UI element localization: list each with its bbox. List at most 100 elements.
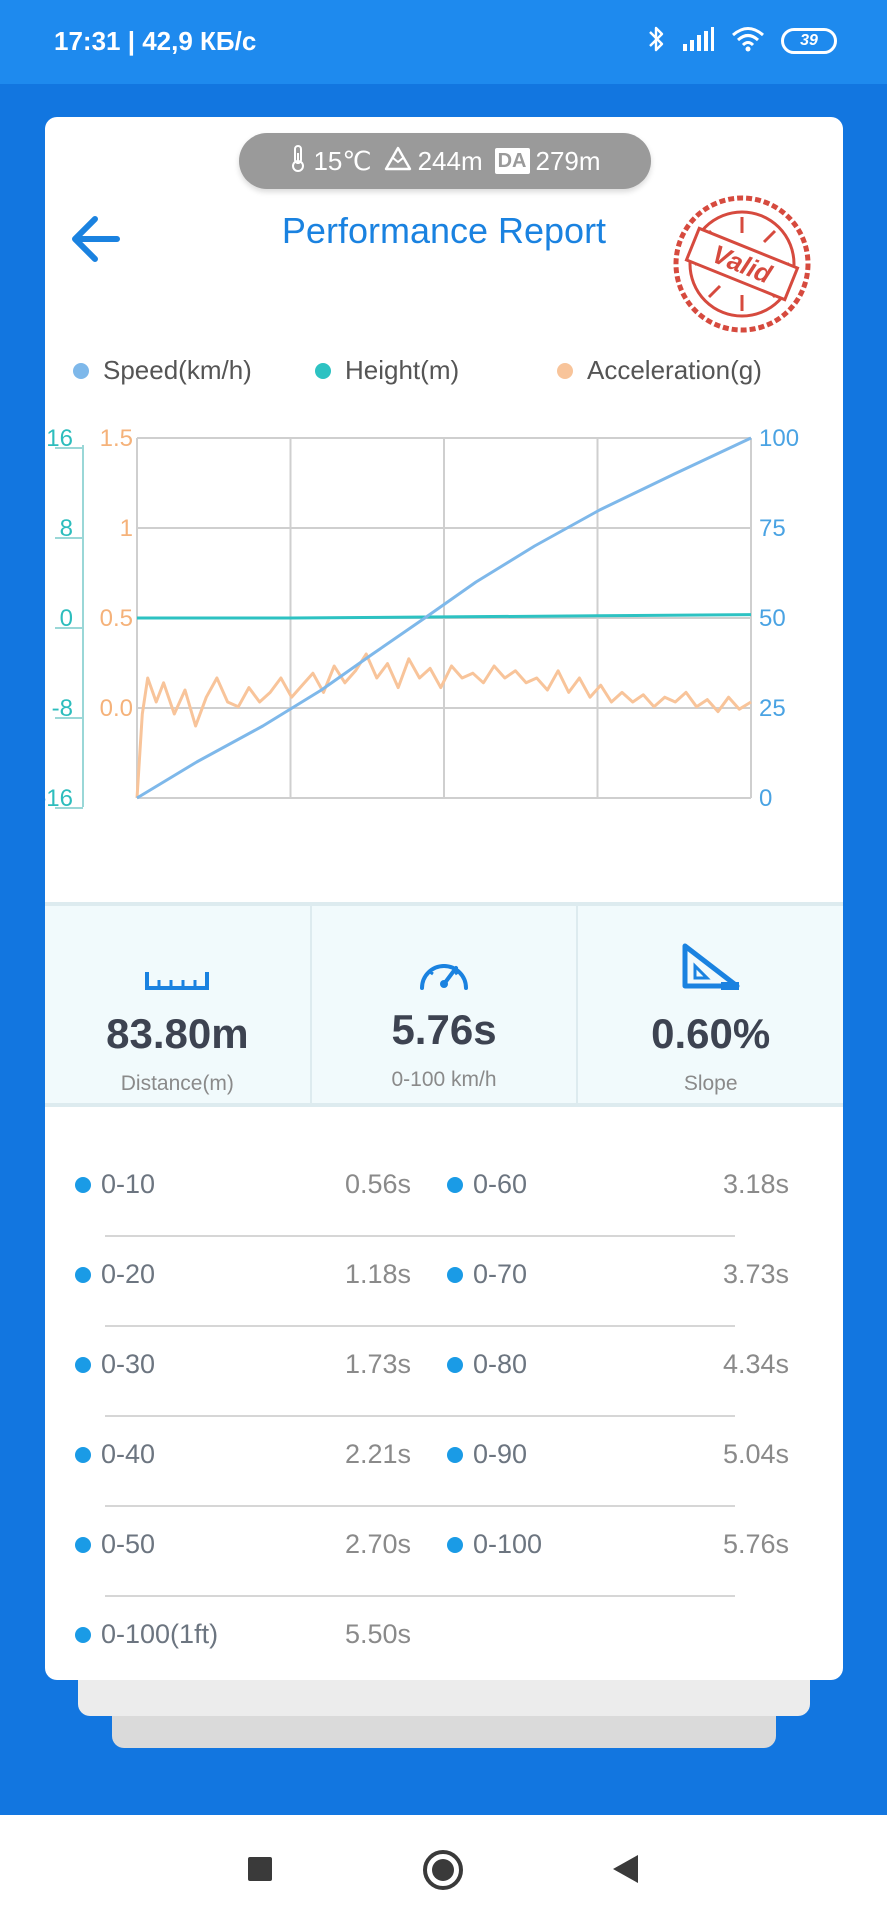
split-label: 0-70: [447, 1259, 527, 1290]
series-line-acceleration: [135, 652, 752, 799]
split-time: 5.50s: [345, 1619, 411, 1650]
performance-chart: 16 8 0 -8 -16 1.5 1 0.5 0.0 100 75 50 25 0: [45, 425, 799, 812]
split-time: 5.76s: [723, 1529, 789, 1560]
speed-tick-label: 50: [759, 605, 786, 632]
stats-panel: 83.80m Distance(m) 5.76s 0-100 km/h: [45, 902, 843, 1107]
density-altitude-value: 279m: [535, 145, 601, 176]
split-time: 0.56s: [345, 1169, 411, 1200]
legend-acceleration-label: Acceleration(g): [587, 355, 762, 385]
split-label: 0-30: [75, 1349, 155, 1380]
row-divider: [105, 1505, 735, 1507]
temperature-value: 15℃: [313, 145, 372, 176]
split-time: 4.34s: [723, 1349, 789, 1380]
stat-distance: 83.80m Distance(m): [45, 906, 310, 1103]
bullet-icon: [75, 1446, 91, 1463]
altitude-value: 244m: [417, 145, 483, 176]
split-label-text: 0-50: [101, 1529, 156, 1559]
recents-button[interactable]: [246, 1855, 274, 1883]
distance-label: Distance(m): [120, 1072, 234, 1095]
split-row: 0-10 0.56s 0-60 3.18s: [45, 1147, 843, 1237]
row-divider: [105, 1325, 735, 1327]
split-label: 0-90: [447, 1439, 527, 1470]
split-time: 3.73s: [723, 1259, 789, 1290]
split-label: 0-40: [75, 1439, 155, 1470]
split-label-text: 0-40: [101, 1439, 156, 1469]
slope-value: 0.60%: [651, 1010, 771, 1057]
home-button[interactable]: [422, 1849, 464, 1891]
split-label-text: 0-60: [473, 1169, 528, 1199]
acceleration-tick-label: 0.5: [100, 605, 133, 632]
legend-speed[interactable]: Speed(km/h): [73, 355, 252, 386]
stat-slope: 0.60% Slope: [576, 906, 843, 1103]
arrow-left-icon: [72, 216, 120, 262]
height-tick-label: 0: [60, 605, 73, 632]
height-tick-label: 16: [46, 425, 73, 452]
speed-tick-label: 0: [759, 785, 772, 812]
height-tick-label: -16: [45, 785, 73, 812]
height-dot-icon: [315, 362, 331, 379]
split-row: 0-100(1ft) 5.50s: [45, 1597, 843, 1680]
system-nav-bar: [0, 1815, 887, 1920]
split-label-text: 0-90: [473, 1439, 528, 1469]
status-time: 17:31 | 42,9 КБ/с: [54, 26, 257, 56]
zero-to-hundred-value: 5.76s: [391, 1006, 497, 1053]
slope-label: Slope: [683, 1072, 738, 1095]
temperature-info: 15℃: [289, 144, 372, 179]
split-time-text: 2.21s: [344, 1439, 411, 1469]
split-label: 0-80: [447, 1349, 527, 1380]
split-label-text: 0-100: [473, 1529, 543, 1559]
status-bar: 17:31 | 42,9 КБ/с 39: [0, 0, 887, 84]
bullet-icon: [75, 1266, 91, 1283]
bullet-icon: [447, 1446, 463, 1463]
bullet-icon: [75, 1356, 91, 1373]
bullet-icon: [75, 1536, 91, 1553]
split-label-text: 0-80: [473, 1349, 528, 1379]
bullet-icon: [75, 1176, 91, 1193]
bullet-icon: [75, 1626, 91, 1643]
split-label-text: 0-30: [101, 1349, 156, 1379]
zero-to-hundred-label: 0-100 km/h: [391, 1068, 497, 1091]
acceleration-tick-label: 0.0: [100, 695, 133, 722]
legend-acceleration[interactable]: Acceleration(g): [557, 355, 762, 386]
bullet-icon: [447, 1266, 463, 1283]
speed-tick-label: 75: [759, 515, 786, 542]
stat-acceleration-time: 5.76s 0-100 km/h: [309, 906, 577, 1103]
split-label-text: 0-70: [473, 1259, 528, 1289]
acceleration-tick-label: 1.5: [100, 425, 133, 452]
series-line-speed: [136, 436, 752, 800]
split-time: 2.21s: [345, 1439, 411, 1470]
split-time: 3.18s: [723, 1169, 789, 1200]
split-time-text: 0.56s: [344, 1169, 411, 1199]
mountain-icon: [384, 145, 412, 178]
row-divider: [105, 1415, 735, 1417]
speed-tick-label: 25: [759, 695, 786, 722]
split-time-text: 5.76s: [722, 1529, 789, 1559]
speedometer-icon: [420, 964, 468, 990]
bullet-icon: [447, 1176, 463, 1193]
split-time-text: 4.34s: [722, 1349, 789, 1379]
split-time: 1.73s: [345, 1349, 411, 1380]
split-label: 0-100: [447, 1529, 542, 1560]
legend-height-label: Height(m): [345, 355, 460, 385]
signal-icon: [681, 26, 715, 57]
split-time-text: 3.73s: [722, 1259, 789, 1289]
split-label: 0-50: [75, 1529, 155, 1560]
back-arrow-button[interactable]: [65, 203, 135, 273]
split-time: 1.18s: [345, 1259, 411, 1290]
density-altitude-info: DA 279m: [494, 145, 601, 177]
split-time-text: 3.18s: [722, 1169, 789, 1199]
page-title: Performance Report: [281, 210, 607, 251]
report-card: 15℃ 244m DA 279m Performance Report: [45, 117, 843, 1680]
battery-icon: 39: [781, 28, 837, 54]
ruler-icon: [145, 972, 210, 990]
back-button[interactable]: [610, 1853, 640, 1885]
legend-height[interactable]: Height(m): [315, 355, 459, 386]
split-label: 0-10: [75, 1169, 155, 1200]
split-time-text: 1.18s: [344, 1259, 411, 1289]
speed-tick-label: 100: [759, 425, 799, 452]
split-row: 0-20 1.18s 0-70 3.73s: [45, 1237, 843, 1327]
da-badge: DA: [494, 148, 530, 174]
acceleration-tick-label: 1: [120, 515, 133, 542]
split-label-text: 0-20: [101, 1259, 156, 1289]
bluetooth-icon: [647, 25, 665, 58]
